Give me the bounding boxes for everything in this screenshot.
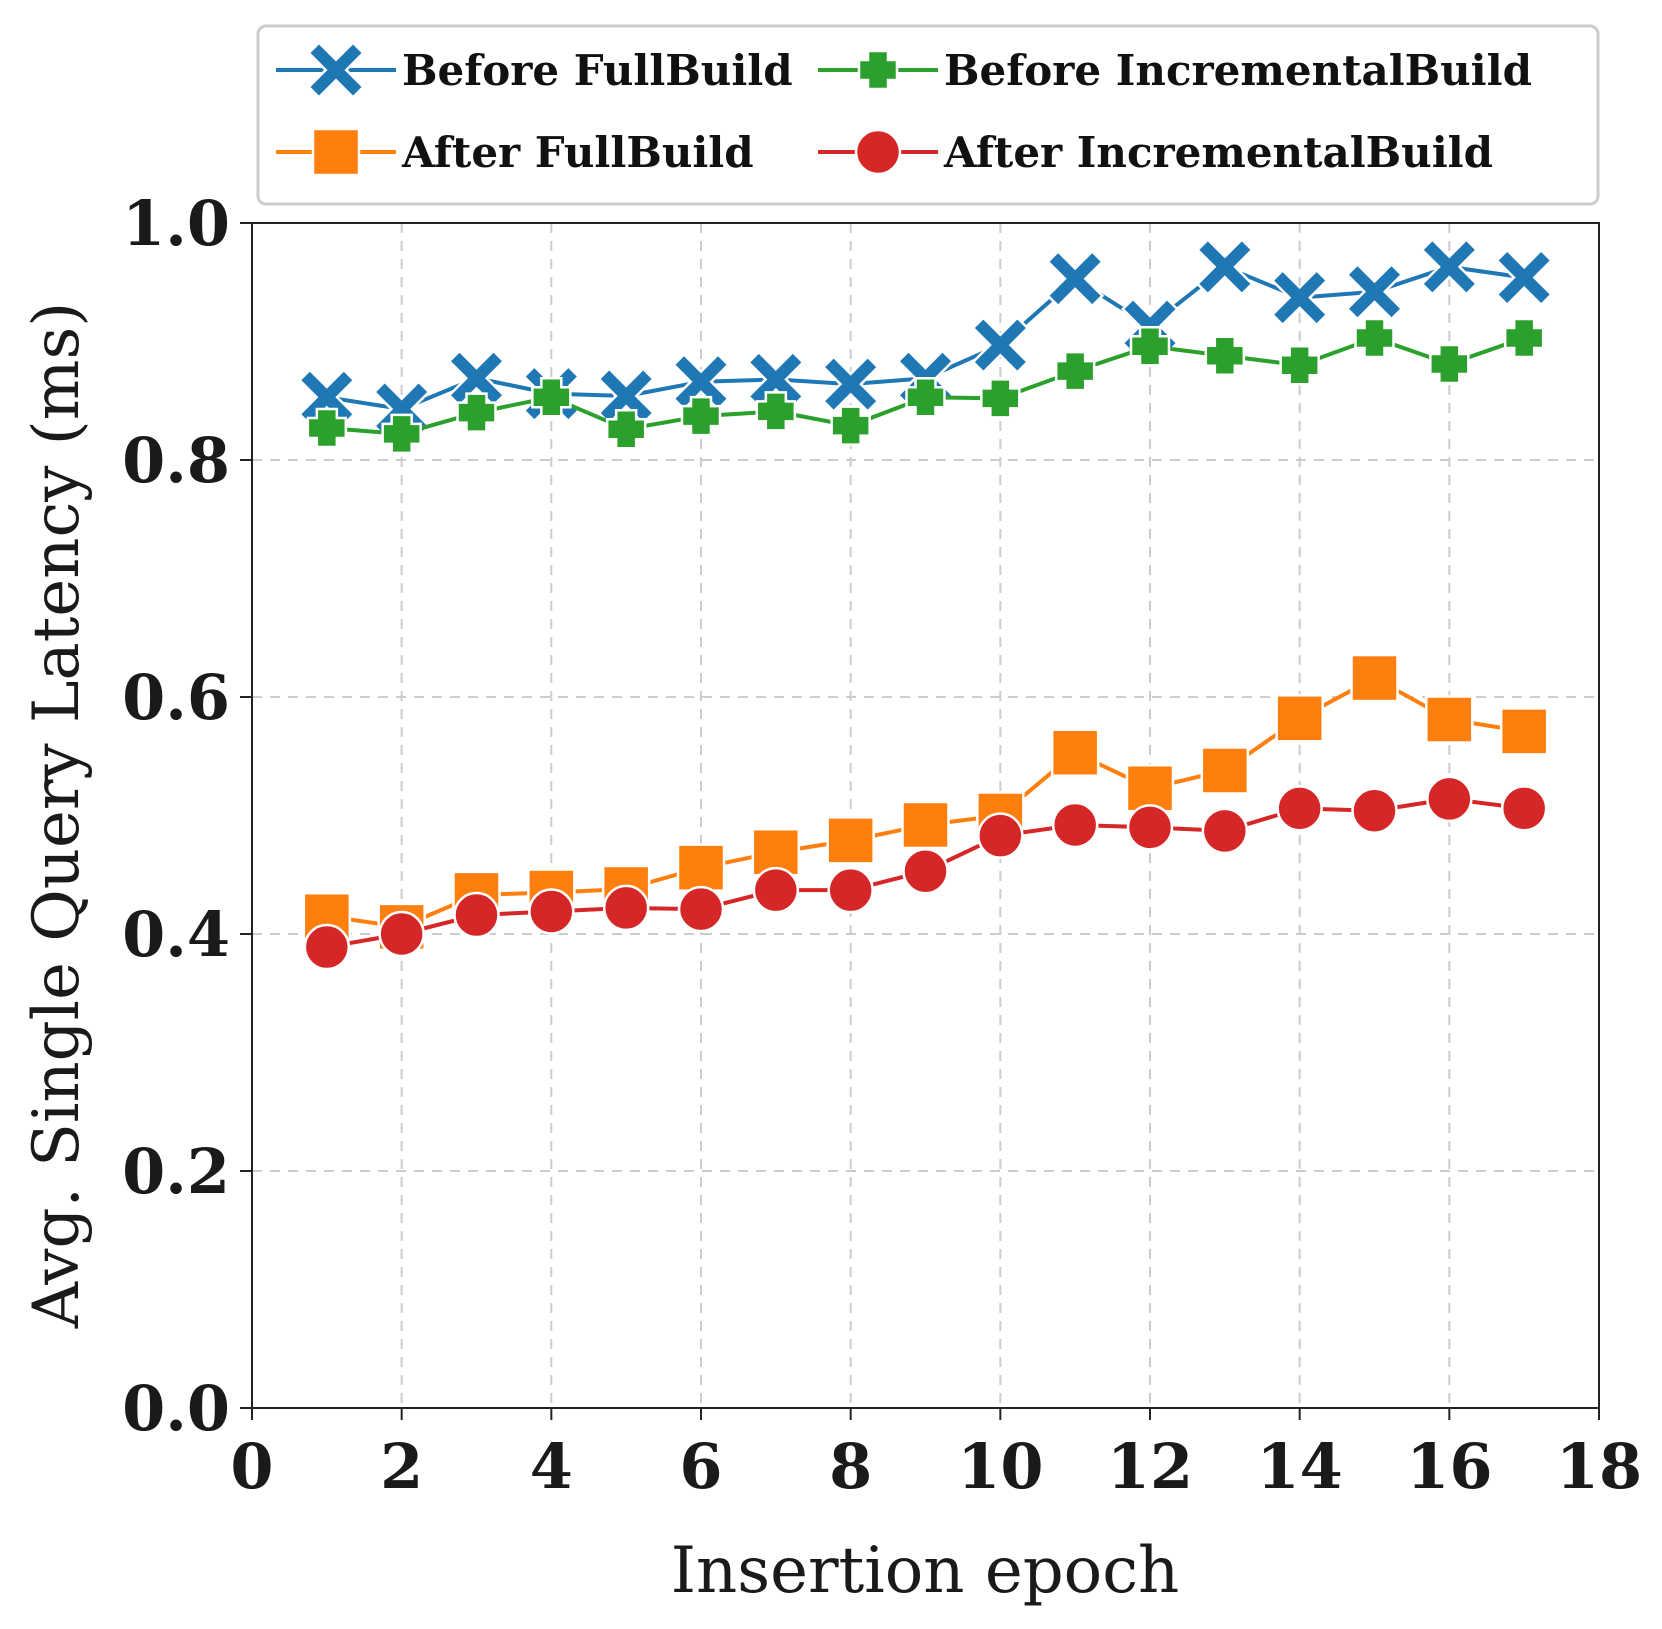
x-tick-label: 16 <box>1406 1430 1492 1503</box>
x-tick-label: 18 <box>1556 1430 1642 1503</box>
x-tick-label: 6 <box>679 1430 722 1503</box>
data-point <box>680 395 722 437</box>
legend-marker <box>306 40 366 100</box>
legend-entry: Before FullBuild <box>276 40 793 100</box>
data-point <box>1495 248 1554 307</box>
data-point <box>531 376 572 418</box>
x-tick-label: 8 <box>829 1430 872 1503</box>
data-point <box>1279 344 1320 386</box>
data-point <box>1499 707 1549 756</box>
data-point <box>1200 746 1250 795</box>
legend-entry: Before IncrementalBuild <box>818 46 1532 95</box>
y-axis-label: Avg. Single Query Latency (ms) <box>20 302 94 1330</box>
x-tick-label: 2 <box>380 1430 423 1503</box>
data-point <box>827 866 874 914</box>
x-axis-label: Insertion epoch <box>671 1534 1180 1608</box>
data-point <box>1420 237 1479 296</box>
data-point <box>1275 694 1324 743</box>
data-point <box>1429 343 1470 385</box>
data-point <box>746 350 805 409</box>
data-point <box>677 885 725 933</box>
axes: 0 2 4 6 8 10 12 14 16 18 0.0 0.2 0.4 0.6 0.8 1.0 <box>122 187 1642 1503</box>
data-point <box>980 378 1021 419</box>
data-point <box>676 843 726 892</box>
data-point <box>381 413 422 455</box>
data-point <box>456 392 497 433</box>
y-tick-label: 0.6 <box>122 661 230 734</box>
data-point <box>605 408 647 450</box>
data-point <box>755 391 797 432</box>
x-tick-label: 14 <box>1257 1430 1343 1503</box>
legend-box <box>256 24 1600 206</box>
data-point <box>372 380 431 439</box>
plot-frame <box>251 222 1600 1409</box>
data-point <box>1345 262 1404 321</box>
series-2 <box>306 317 1545 455</box>
data-point <box>1204 335 1246 376</box>
data-point <box>830 405 871 446</box>
data-point <box>826 816 875 865</box>
data-point <box>306 407 348 449</box>
legend-marker <box>854 128 902 176</box>
data-point <box>297 368 356 427</box>
legend-entry: After FullBuild <box>276 127 754 177</box>
data-point <box>1051 801 1099 849</box>
data-point <box>378 910 425 958</box>
data-point <box>447 349 506 408</box>
y-tick-label: 0.8 <box>122 424 230 497</box>
data-point <box>901 800 950 850</box>
data-point <box>453 891 500 939</box>
data-point <box>905 376 946 418</box>
data-point <box>1276 785 1323 832</box>
data-point <box>1046 249 1105 308</box>
series-group <box>297 237 1554 971</box>
x-tick-label: 4 <box>530 1430 573 1503</box>
legend-label: Before IncrementalBuild <box>944 46 1532 95</box>
legend-marker <box>857 49 899 91</box>
data-point <box>602 884 650 932</box>
legend: Before FullBuild Before IncrementalBuild A… <box>256 24 1600 206</box>
data-point <box>1195 237 1254 296</box>
data-point <box>671 352 731 411</box>
legend-label: After FullBuild <box>401 128 754 177</box>
y-tick-label: 0.4 <box>122 898 230 971</box>
data-point <box>1129 325 1171 367</box>
legend-label: Before FullBuild <box>402 46 793 95</box>
data-point <box>1350 653 1399 703</box>
data-point <box>1503 317 1545 359</box>
data-point <box>1500 785 1548 832</box>
data-point <box>597 366 656 426</box>
data-point <box>1351 787 1398 835</box>
data-point <box>528 888 575 935</box>
x-tick-label: 0 <box>230 1430 273 1503</box>
data-point <box>971 316 1030 375</box>
data-point <box>1425 695 1474 744</box>
legend-entry: After IncrementalBuild <box>818 128 1493 177</box>
legend-marker <box>311 127 361 177</box>
x-tick-label: 12 <box>1107 1430 1193 1503</box>
data-point <box>1054 350 1096 392</box>
legend-label: After IncrementalBuild <box>943 128 1493 177</box>
data-point <box>1270 268 1329 327</box>
data-point <box>821 355 880 414</box>
data-point <box>1426 775 1473 823</box>
data-point <box>977 812 1024 859</box>
data-point <box>1201 807 1249 855</box>
y-tick-label: 1.0 <box>122 187 230 260</box>
x-tick-label: 10 <box>957 1430 1043 1503</box>
series-4 <box>303 775 1548 971</box>
y-tick-label: 0.2 <box>122 1135 230 1208</box>
data-point <box>1050 728 1100 777</box>
data-point <box>1126 804 1174 851</box>
data-point <box>902 847 949 895</box>
y-tick-label: 0.0 <box>122 1372 230 1445</box>
data-point <box>752 866 800 914</box>
data-point <box>303 923 351 971</box>
data-point <box>1354 317 1395 359</box>
legend-entries: Before FullBuild Before IncrementalBuild A… <box>276 40 1532 177</box>
